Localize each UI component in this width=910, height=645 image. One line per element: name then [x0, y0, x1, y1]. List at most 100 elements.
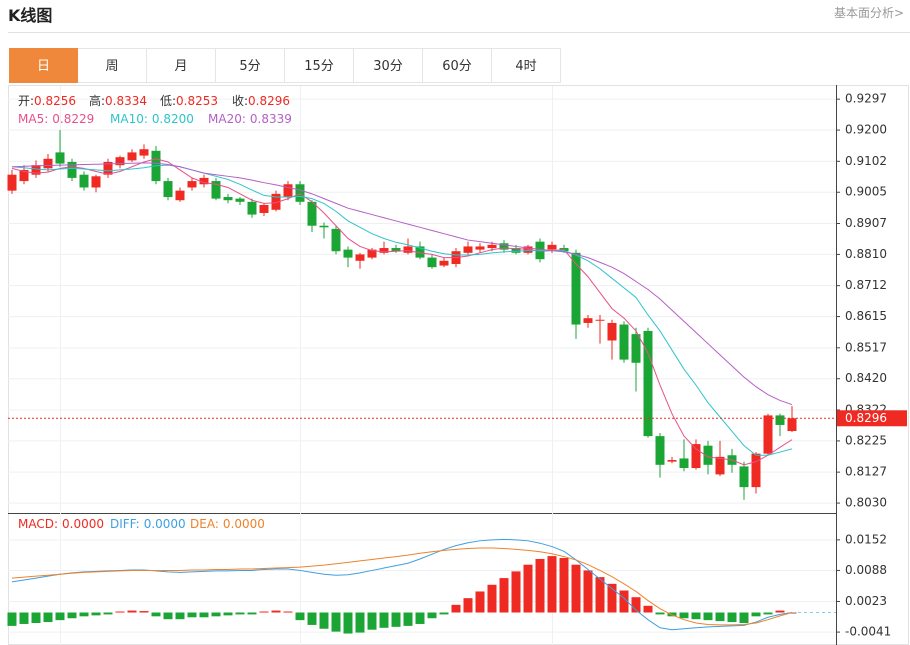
series-line — [11, 162, 793, 406]
macd-bar — [67, 612, 77, 619]
candle-body — [439, 260, 449, 266]
candle-body — [667, 460, 677, 462]
macd-bar — [775, 610, 785, 613]
candle-body — [655, 436, 665, 465]
candle-body — [271, 193, 281, 210]
y-tick-label: 0.9297 — [845, 92, 887, 106]
legend-label: MACD: — [18, 517, 58, 531]
legend-value: 0.0000 — [223, 517, 265, 531]
candle-body — [583, 318, 593, 323]
macd-bar — [259, 611, 269, 613]
candle-body — [295, 184, 305, 202]
y-tick-label: 0.8615 — [845, 309, 887, 323]
candle-body — [775, 415, 785, 425]
legend-label: MA20: — [208, 112, 246, 126]
candle-body — [31, 165, 41, 175]
ohlc-value: 0.8296 — [248, 94, 290, 108]
macd-bar — [307, 612, 317, 625]
period-tab[interactable]: 30分 — [354, 48, 423, 83]
candle-body — [487, 244, 497, 249]
macd-bar — [679, 612, 689, 619]
period-tab[interactable]: 5分 — [216, 48, 285, 83]
legend-entry: MA10: 0.8200 — [110, 112, 194, 126]
macd-bar — [487, 584, 497, 613]
series-line — [11, 547, 793, 626]
macd-bar — [187, 612, 197, 618]
macd-bar — [451, 604, 461, 613]
legend-value: 0.0000 — [62, 517, 104, 531]
candle-body — [571, 252, 581, 325]
period-tab[interactable]: 4时 — [492, 48, 561, 83]
y-tick-label: -0.0041 — [845, 625, 891, 639]
macd-bar — [283, 611, 293, 613]
macd-bar — [367, 612, 377, 630]
macd-bar — [79, 612, 89, 617]
y-tick-label: 0.8712 — [845, 278, 887, 292]
ohlc-label: 低: — [160, 94, 176, 108]
last-price-label: 0.8296 — [845, 411, 887, 425]
macd-bar — [391, 612, 401, 627]
macd-bar — [739, 612, 749, 624]
macd-bar — [751, 612, 761, 617]
period-tab[interactable]: 15分 — [285, 48, 354, 83]
candle-body — [115, 157, 125, 166]
macd-bar — [343, 612, 353, 634]
candle-body — [499, 243, 509, 250]
candle-body — [283, 184, 293, 198]
plot-layer: 0.9297 0.9200 0.9102 0.9005 0.8907 0.8810 0.87… — [7, 92, 907, 639]
macd-bar — [91, 612, 101, 616]
candle-body — [343, 249, 353, 258]
macd-bar — [175, 612, 185, 620]
macd-bar — [559, 558, 569, 613]
legend-entry: DEA: 0.0000 — [190, 517, 265, 531]
period-tab[interactable]: 周 — [78, 48, 147, 83]
legend-label: DIFF: — [110, 517, 140, 531]
candle-body — [463, 246, 473, 253]
macd-bar — [127, 610, 137, 613]
macd-bar — [7, 612, 17, 626]
candle-body — [79, 174, 89, 188]
ohlc-value: 0.8334 — [105, 94, 147, 108]
divider — [8, 32, 910, 33]
macd-bar — [535, 558, 545, 613]
candle-body — [679, 458, 689, 469]
macd-bar — [727, 612, 737, 623]
candle-body — [139, 149, 149, 156]
candle-body — [319, 225, 329, 228]
fundamental-link[interactable]: 基本面分析> — [833, 6, 904, 20]
candle-body — [259, 204, 269, 213]
candle-body — [739, 466, 749, 488]
candle-body — [367, 249, 377, 258]
macd-bar — [355, 612, 365, 633]
ohlc-label: 收: — [232, 94, 248, 108]
macd-bar — [655, 612, 665, 615]
period-tab[interactable]: 日 — [9, 48, 78, 83]
legend-label: DEA: — [190, 517, 219, 531]
candle-body — [703, 445, 713, 465]
candle-body — [595, 319, 605, 321]
macd-bar — [631, 597, 641, 613]
candle-body — [607, 322, 617, 341]
macd-bar — [643, 605, 653, 613]
candle-body — [379, 248, 389, 253]
macd-bar — [55, 612, 65, 621]
macd-bar — [427, 612, 437, 619]
period-tab[interactable]: 60分 — [423, 48, 492, 83]
macd-bar — [415, 612, 425, 624]
candle-body — [787, 418, 797, 432]
candle-body — [427, 257, 437, 268]
candle-body — [619, 324, 629, 360]
candle-body — [127, 152, 137, 161]
period-tab[interactable]: 月 — [147, 48, 216, 83]
y-tick-label: 0.8127 — [845, 465, 887, 479]
macd-bar — [103, 612, 113, 615]
y-tick-label: 0.9200 — [845, 123, 887, 137]
macd-bar — [439, 612, 449, 615]
candle-body — [391, 248, 401, 252]
macd-bar — [547, 556, 557, 613]
candle-body — [235, 198, 245, 202]
page-title: K线图 — [8, 6, 53, 25]
macd-bar — [211, 612, 221, 617]
candle-body — [691, 444, 701, 469]
